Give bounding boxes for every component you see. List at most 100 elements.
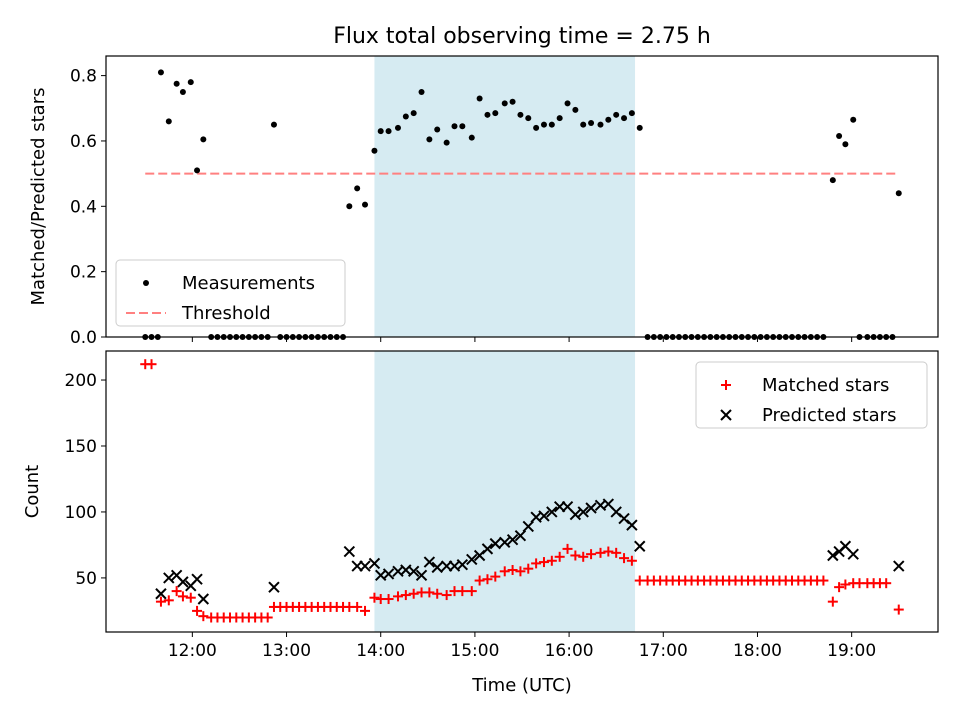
matched-marker	[834, 582, 845, 593]
bottom-axes-frame	[105, 350, 939, 633]
x-tick-label: 16:00	[545, 641, 594, 661]
top-panel: 0.00.20.40.60.8 Matched/Predicted stars …	[28, 55, 939, 348]
matched-marker	[360, 605, 371, 616]
measurement-point	[434, 126, 441, 133]
measurement-point	[621, 115, 628, 122]
predicted-marker	[481, 543, 494, 555]
predicted-marker	[577, 506, 589, 518]
matched-marker	[457, 586, 468, 597]
measurement-point	[468, 134, 475, 141]
measurement-point	[394, 124, 401, 131]
legend-predicted-swatch	[720, 409, 732, 421]
predicted-marker	[522, 520, 534, 533]
measurement-point	[346, 203, 353, 210]
measurement-point	[842, 141, 849, 148]
matched-marker	[499, 566, 510, 577]
measurement-point	[597, 121, 604, 128]
measurement-point	[492, 110, 499, 117]
measurement-point	[165, 118, 172, 125]
measurement-point	[564, 100, 571, 107]
measurement-point	[533, 124, 540, 131]
bottom-panel: 12:00 13:00 14:00 15:00 16:00 17:00 18:00 19:00…	[22, 350, 939, 661]
measurement-point	[402, 113, 409, 120]
matched-marker	[490, 571, 501, 582]
matched-marker	[155, 596, 166, 607]
matched-marker	[531, 558, 542, 569]
predicted-marker	[197, 593, 210, 605]
predicted-marker	[359, 560, 371, 572]
matched-marker	[198, 611, 209, 622]
measurement-point	[850, 116, 857, 123]
matched-marker	[171, 586, 182, 597]
predicted-marker	[268, 581, 280, 593]
measurement-point	[548, 121, 555, 128]
predicted-marker	[382, 568, 395, 580]
matched-marker	[352, 601, 363, 612]
top-legend: Measurements Threshold	[115, 259, 346, 327]
measurement-point	[484, 111, 491, 118]
y-tick-label: 0.8	[70, 67, 97, 87]
predicted-marker	[415, 569, 428, 581]
predicted-marker	[546, 506, 558, 518]
matched-marker	[507, 564, 518, 575]
y-tick-label: 200	[65, 371, 97, 391]
top-shaded-band	[374, 56, 636, 337]
matched-marker	[546, 555, 557, 566]
measurement-point	[451, 123, 458, 130]
matched-marker	[474, 575, 485, 586]
measurement-point	[426, 136, 433, 143]
matched-marker	[400, 590, 411, 601]
measurement-point	[194, 167, 201, 174]
matched-marker	[163, 595, 174, 606]
bottom-y-axis-label: Count	[22, 465, 43, 518]
legend-label: Measurements	[182, 273, 315, 294]
legend-box	[115, 259, 346, 327]
x-tick-label: 19:00	[827, 641, 876, 661]
measurement-point	[628, 110, 635, 117]
matched-marker	[570, 550, 581, 561]
matched-marker	[185, 592, 196, 603]
predicted-marker	[368, 557, 381, 570]
measurement-point	[354, 185, 361, 192]
predicted-marker	[569, 508, 582, 521]
measurement-point	[588, 119, 595, 126]
y-tick-label: 50	[75, 569, 97, 589]
matched-marker	[441, 590, 452, 601]
matched-marker	[146, 359, 157, 370]
predicted-marker	[177, 576, 189, 588]
x-tick-label: 13:00	[262, 641, 311, 661]
chart-title: Flux total observing time = 2.75 h	[333, 24, 711, 49]
y-tick-label: 0.6	[70, 132, 97, 152]
matched-marker	[383, 594, 394, 605]
legend-label: Predicted stars	[762, 405, 896, 426]
matched-marker	[603, 546, 614, 557]
predicted-marker	[191, 573, 203, 585]
predicted-marker	[893, 560, 905, 572]
bottom-y-ticks: 50 100 150 200	[65, 371, 106, 589]
measurement-point	[173, 80, 180, 87]
matched-marker	[369, 592, 380, 603]
matched-marker	[192, 605, 203, 616]
matched-marker	[818, 575, 829, 586]
measurement-point	[895, 190, 902, 197]
predicted-marker	[538, 510, 550, 522]
top-x-ticks	[191, 337, 853, 342]
x-tick-label: 15:00	[450, 641, 499, 661]
matched-marker	[538, 557, 549, 568]
matched-marker	[515, 566, 526, 577]
measurement-point	[836, 133, 843, 140]
matched-marker	[432, 588, 443, 599]
predicted-marker	[585, 502, 597, 514]
legend-label: Threshold	[181, 303, 271, 324]
predicted-marker	[155, 588, 167, 600]
measurement-point	[410, 110, 417, 117]
matched-marker	[626, 555, 637, 566]
bottom-shaded-band	[374, 351, 636, 632]
measurement-point	[613, 111, 620, 118]
x-axis-label: Time (UTC)	[471, 675, 572, 696]
bottom-points-layer	[140, 359, 905, 623]
predicted-marker	[407, 565, 420, 578]
matched-marker	[482, 574, 493, 585]
matched-marker	[595, 547, 606, 558]
